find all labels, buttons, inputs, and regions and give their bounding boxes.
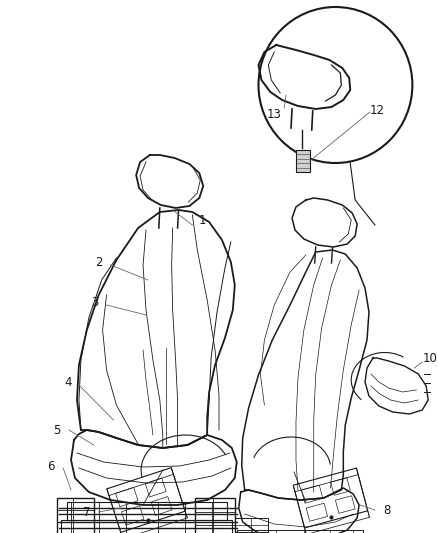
Text: 10: 10 — [423, 351, 438, 365]
Text: 1: 1 — [198, 214, 206, 227]
Text: 5: 5 — [53, 424, 61, 437]
Text: 6: 6 — [48, 461, 55, 473]
Polygon shape — [296, 150, 310, 172]
Text: 12: 12 — [369, 104, 385, 117]
Text: 7: 7 — [83, 505, 91, 519]
Text: 8: 8 — [383, 504, 390, 516]
Text: 2: 2 — [95, 256, 102, 270]
Text: 4: 4 — [64, 376, 72, 390]
Text: 3: 3 — [91, 296, 99, 310]
Text: 13: 13 — [267, 109, 282, 122]
